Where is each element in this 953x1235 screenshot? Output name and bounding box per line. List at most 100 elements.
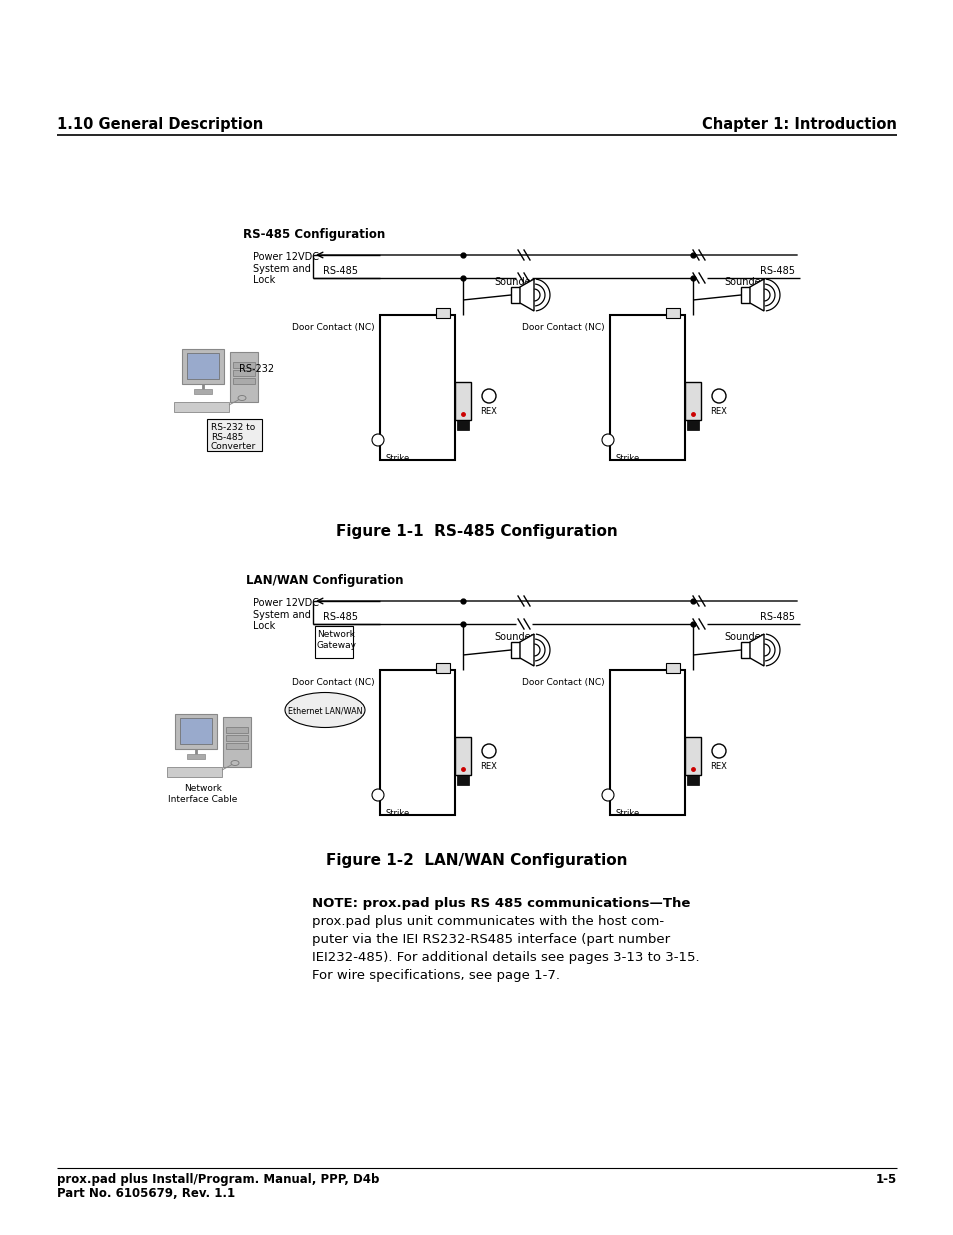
Text: For wire specifications, see page 1-7.: For wire specifications, see page 1-7. <box>312 969 559 982</box>
Polygon shape <box>519 279 534 311</box>
Text: System and: System and <box>253 264 311 274</box>
Bar <box>233 362 254 368</box>
Bar <box>436 663 450 673</box>
Bar <box>233 370 254 375</box>
Bar <box>511 287 519 303</box>
Bar <box>193 389 212 394</box>
Text: puter via the IEI RS232-RS485 interface (part number: puter via the IEI RS232-RS485 interface … <box>312 932 669 946</box>
Text: Sounder: Sounder <box>724 632 764 642</box>
Bar <box>167 767 222 777</box>
Text: Figure 1-1  RS-485 Configuration: Figure 1-1 RS-485 Configuration <box>335 524 618 538</box>
Text: Sounder: Sounder <box>495 632 535 642</box>
Bar <box>180 718 212 743</box>
Text: Ethernet LAN/WAN: Ethernet LAN/WAN <box>288 706 362 715</box>
Text: prox.pad plus unit communicates with the host com-: prox.pad plus unit communicates with the… <box>312 915 663 927</box>
Circle shape <box>372 789 384 802</box>
Text: Chapter 1: Introduction: Chapter 1: Introduction <box>701 117 896 132</box>
Text: RS-485 Configuration: RS-485 Configuration <box>243 228 385 241</box>
Polygon shape <box>749 279 763 311</box>
Text: 1.10 General Description: 1.10 General Description <box>57 117 263 132</box>
Polygon shape <box>519 634 534 666</box>
Text: RS-485: RS-485 <box>760 266 794 275</box>
Bar <box>740 642 749 658</box>
Text: System and: System and <box>253 610 311 620</box>
Circle shape <box>481 389 496 403</box>
Text: Lock: Lock <box>253 621 275 631</box>
Bar <box>609 315 684 459</box>
Bar <box>665 663 679 673</box>
Text: Network: Network <box>316 630 355 638</box>
Text: REX: REX <box>710 408 727 416</box>
Text: Lock: Lock <box>253 275 275 285</box>
Text: Door Contact (NC): Door Contact (NC) <box>292 678 375 687</box>
Text: 1-5: 1-5 <box>875 1173 896 1186</box>
Text: RS-485: RS-485 <box>211 433 243 442</box>
Bar <box>684 382 700 420</box>
Circle shape <box>601 433 614 446</box>
Text: Power 12VDC: Power 12VDC <box>253 598 318 608</box>
Ellipse shape <box>237 395 246 400</box>
Text: REX: REX <box>710 762 727 771</box>
Bar <box>226 743 248 748</box>
Text: IEI232-485). For additional details see pages 3-13 to 3-15.: IEI232-485). For additional details see … <box>312 951 699 965</box>
Bar <box>187 353 219 379</box>
Text: Strike: Strike <box>616 809 639 818</box>
Text: REX: REX <box>480 762 497 771</box>
Text: Strike: Strike <box>386 809 410 818</box>
Text: Door Contact (NC): Door Contact (NC) <box>522 678 604 687</box>
Text: NOTE: prox.pad plus RS 485 communications—The: NOTE: prox.pad plus RS 485 communication… <box>312 897 690 910</box>
Ellipse shape <box>285 693 365 727</box>
Text: Figure 1-2  LAN/WAN Configuration: Figure 1-2 LAN/WAN Configuration <box>326 853 627 868</box>
Bar <box>226 727 248 734</box>
Text: Part No. 6105679, Rev. 1.1: Part No. 6105679, Rev. 1.1 <box>57 1187 234 1200</box>
Text: RS-485: RS-485 <box>323 613 357 622</box>
Bar <box>207 419 262 451</box>
Bar <box>609 671 684 815</box>
Text: LAN/WAN Configuration: LAN/WAN Configuration <box>246 574 403 587</box>
Text: Converter: Converter <box>211 442 256 451</box>
Text: RS-485: RS-485 <box>323 266 357 275</box>
Bar <box>379 315 455 459</box>
Bar <box>686 420 699 430</box>
Text: Network: Network <box>184 784 222 793</box>
Text: Strike: Strike <box>616 454 639 463</box>
Circle shape <box>711 743 725 758</box>
Text: Door Contact (NC): Door Contact (NC) <box>522 324 604 332</box>
Text: Interface Cable: Interface Cable <box>168 795 237 804</box>
Bar <box>665 308 679 317</box>
Bar <box>740 287 749 303</box>
Bar <box>455 737 471 776</box>
Bar <box>187 755 205 760</box>
Text: prox.pad plus Install/Program. Manual, PPP, D4b: prox.pad plus Install/Program. Manual, P… <box>57 1173 379 1186</box>
Text: Sounder: Sounder <box>495 277 535 287</box>
Bar <box>455 382 471 420</box>
Bar <box>230 352 257 403</box>
Text: Sounder: Sounder <box>724 277 764 287</box>
Text: REX: REX <box>480 408 497 416</box>
Bar <box>182 350 224 384</box>
Ellipse shape <box>231 761 239 766</box>
Bar <box>456 776 469 785</box>
Text: RS-232: RS-232 <box>239 364 274 374</box>
Circle shape <box>601 789 614 802</box>
Bar <box>686 776 699 785</box>
Bar <box>226 735 248 741</box>
Text: Power 12VDC: Power 12VDC <box>253 252 318 262</box>
Bar <box>684 737 700 776</box>
Text: RS-485: RS-485 <box>760 613 794 622</box>
Bar <box>223 718 251 767</box>
Text: RS-232 to: RS-232 to <box>211 424 255 432</box>
Bar <box>173 403 229 412</box>
Text: Door Contact (NC): Door Contact (NC) <box>292 324 375 332</box>
Bar <box>436 308 450 317</box>
Bar <box>456 420 469 430</box>
Circle shape <box>481 743 496 758</box>
Bar <box>233 378 254 384</box>
Polygon shape <box>749 634 763 666</box>
Circle shape <box>711 389 725 403</box>
Bar <box>511 642 519 658</box>
Text: Strike: Strike <box>386 454 410 463</box>
Circle shape <box>372 433 384 446</box>
Text: Gateway: Gateway <box>316 641 356 650</box>
Bar <box>314 626 353 658</box>
